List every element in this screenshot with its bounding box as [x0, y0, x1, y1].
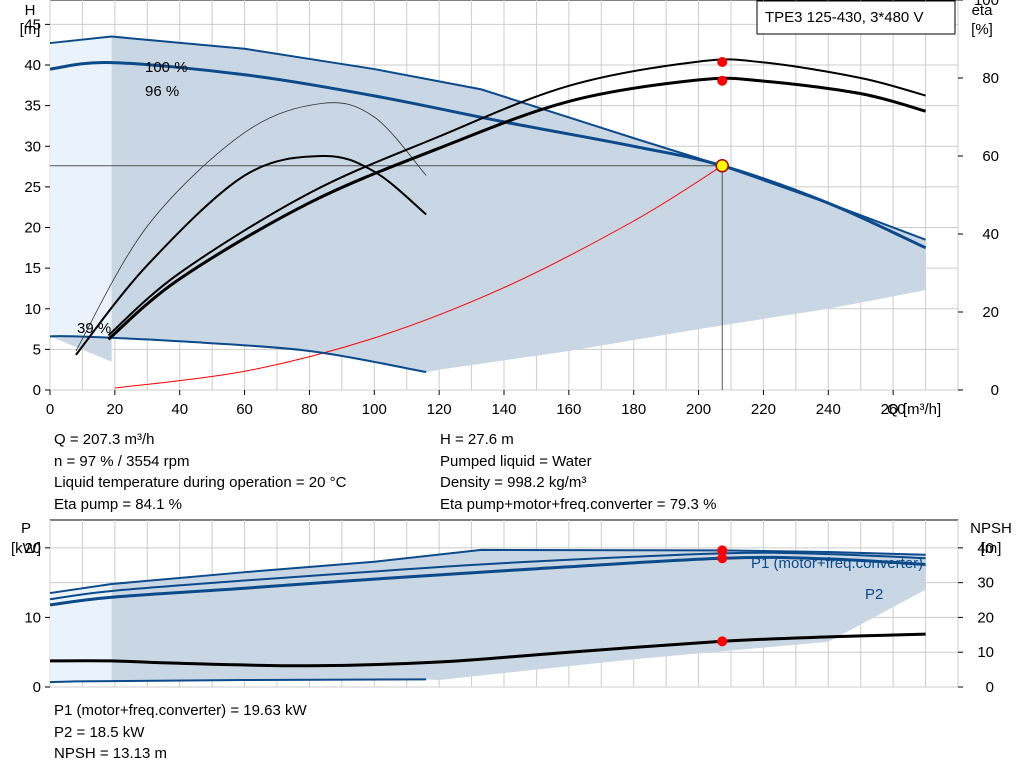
- head-duty-points: [715, 57, 729, 173]
- info-speed: n = 97 % / 3554 rpm: [54, 452, 190, 470]
- y-tick-label: 0: [33, 679, 41, 696]
- power-panel: 0 10 20 0 10 20 30 40 P [kW] NPSH [m] P1 (motor…: [11, 519, 1012, 696]
- power-area-light: [50, 584, 112, 683]
- speed-label-96: 96 %: [145, 83, 179, 100]
- y-tick-label: 10: [24, 301, 41, 318]
- info-head: H = 27.6 m: [440, 431, 514, 448]
- y-axis-label-p: P: [21, 520, 31, 537]
- p2-curve: [49, 555, 926, 607]
- y2-tick-label: 20: [977, 609, 994, 626]
- eta-total-curve: [107, 76, 927, 341]
- y2-tick-label: 20: [982, 304, 999, 321]
- x-tick-label: 0: [46, 401, 54, 418]
- y-axis-unit-p: [kW]: [11, 540, 41, 557]
- p1-curve: [49, 548, 926, 595]
- x-tick-label: 180: [621, 401, 646, 418]
- operating-area: [50, 36, 926, 373]
- y-tick-label: 15: [24, 260, 41, 277]
- y-axis-label-h: H: [25, 2, 36, 19]
- info-flow: Q = 207.3 m³/h: [54, 431, 155, 448]
- qh-curve-39: [49, 335, 427, 374]
- x-tick-label: 240: [816, 401, 841, 418]
- duty-point-eta-pump: [717, 57, 728, 68]
- y-tick-label: 20: [24, 540, 41, 557]
- y2-axis-unit-eta: [%]: [971, 21, 993, 38]
- x-tick-label: 80: [301, 401, 318, 418]
- info-eta-pump: Eta pump = 84.1 %: [54, 495, 182, 513]
- npsh-curve: [49, 632, 926, 668]
- speed-label-100: 100 %: [145, 59, 188, 76]
- info-liquid-temperature: Liquid temperature during operation = 20…: [54, 474, 347, 491]
- duty-point-npsh: [717, 636, 728, 647]
- info-density: Density = 998.2 kg/m³: [440, 474, 587, 491]
- p-curve-39: [49, 678, 427, 684]
- x-tick-label: 200: [686, 401, 711, 418]
- y-tick-label: 20: [24, 220, 41, 237]
- info-p2: P2 = 18.5 kW: [54, 723, 145, 741]
- duty-point-eta-total: [717, 75, 728, 86]
- y2-tick-label: 10: [977, 644, 994, 661]
- y-axis-unit-h: [m]: [20, 21, 41, 38]
- power-duty-points: [717, 545, 728, 647]
- info-p1: P1 (motor+freq.converter) = 19.63 kW: [54, 702, 307, 719]
- y-tick-label: 40: [24, 57, 41, 74]
- p1-curve-96: [49, 551, 926, 601]
- info-pumped-liquid: Pumped liquid = Water: [440, 452, 592, 470]
- y2-tick-label: 80: [982, 70, 999, 87]
- system-curve: [114, 165, 723, 389]
- x-tick-label: 140: [491, 401, 516, 418]
- y2-tick-label: 60: [982, 148, 999, 165]
- info-eta-total: Eta pump+motor+freq.converter = 79.3 %: [440, 495, 717, 513]
- y2-tick-label: 30: [977, 575, 994, 592]
- y-tick-label: 30: [24, 138, 41, 155]
- y2-axis-label-eta: eta: [972, 2, 994, 19]
- duty-point-p1: [717, 545, 728, 556]
- y2-tick-label: 40: [977, 540, 994, 557]
- x-tick-label: 120: [427, 401, 452, 418]
- head-curves: [49, 35, 927, 390]
- x-tick-label: 100: [362, 401, 387, 418]
- pump-model-label: TPE3 125-430, 3*480 V: [765, 9, 923, 26]
- x-tick-label: 40: [171, 401, 188, 418]
- operating-area-light: [50, 36, 112, 362]
- y2-tick-label: 40: [982, 226, 999, 243]
- y-tick-label: 5: [33, 341, 41, 358]
- info-npsh: NPSH = 13.13 m: [54, 745, 167, 762]
- x-tick-label: 60: [236, 401, 253, 418]
- x-tick-label: 20: [107, 401, 124, 418]
- y2-tick-label: 0: [986, 679, 994, 696]
- series-label-p1: P1 (motor+freq.converter): [751, 555, 923, 572]
- y2-tick-label: 100: [974, 0, 999, 9]
- duty-point-head: [715, 159, 729, 173]
- head-panel: 0 20 40 60 80 100 120 140 160 180 200 220 240 2600510…: [20, 0, 999, 418]
- y-tick-label: 0: [33, 382, 41, 399]
- eta-pump-low-speed-curve: [75, 102, 427, 352]
- y-tick-label: 25: [24, 179, 41, 196]
- y-tick-label: 45: [24, 16, 41, 33]
- y-tick-label: 10: [24, 609, 41, 626]
- x-tick-label: 220: [751, 401, 776, 418]
- x-tick-label: 160: [556, 401, 581, 418]
- eta-total-low-speed-curve: [75, 154, 427, 356]
- head-operating-area: [50, 36, 926, 373]
- duty-point-p2: [717, 553, 728, 564]
- y-tick-label: 35: [24, 98, 41, 115]
- y2-tick-label: 0: [991, 382, 999, 399]
- y2-axis-unit-npsh: [m]: [981, 540, 1002, 557]
- duty-info-left: Q = 207.3 m³/h n = 97 % / 3554 rpm Liqui…: [54, 429, 346, 515]
- duty-info-bottom: P1 (motor+freq.converter) = 19.63 kW P2 …: [54, 700, 307, 765]
- x-tick-label: 260: [881, 401, 906, 418]
- pump-model-box: [756, 0, 956, 35]
- head-axis-ticks: 0 20 40 60 80 100 120 140 160 180 200 220 240 2600510…: [24, 0, 999, 418]
- eta-pump-curve: [107, 58, 926, 337]
- series-label-p2: P2: [865, 586, 883, 603]
- power-axis-ticks: 0 10 20 0 10 20 30 40: [24, 540, 994, 696]
- duty-info-right: H = 27.6 m Pumped liquid = Water Density…: [440, 429, 716, 515]
- power-curves: [49, 548, 926, 684]
- x-axis-label-q: Q [m³/h]: [887, 401, 941, 418]
- y2-axis-label-npsh: NPSH: [970, 520, 1012, 537]
- speed-label-39: 39 %: [77, 320, 111, 337]
